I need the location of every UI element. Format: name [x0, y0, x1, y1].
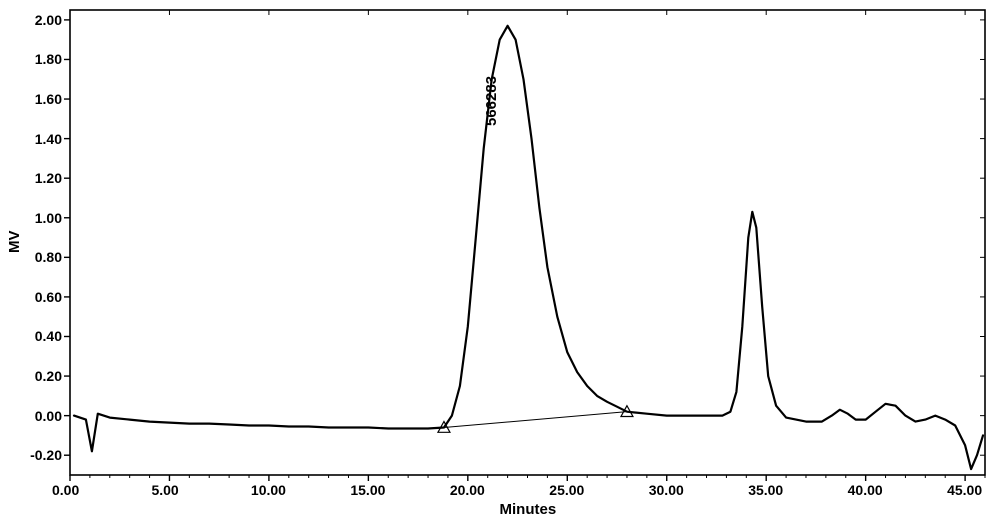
- peak-area-label: 566283: [483, 76, 500, 126]
- x-tick-label: 20.00: [450, 482, 485, 498]
- x-tick-label: 45.00: [947, 482, 982, 498]
- y-tick-label: 1.40: [35, 131, 62, 147]
- y-tick-label: 1.80: [35, 51, 62, 67]
- y-tick-label: 0.00: [35, 408, 62, 424]
- x-tick-label: 5.00: [151, 482, 178, 498]
- y-tick-label: 0.40: [35, 328, 62, 344]
- y-tick-label: 0.20: [35, 368, 62, 384]
- y-axis-label: MV: [6, 230, 23, 253]
- y-tick-label: 0.60: [35, 289, 62, 305]
- y-tick-label: 1.60: [35, 91, 62, 107]
- chromatogram-chart: MV Minutes 566283 -0.20 0.00 0.20 0.40 0.60 0…: [0, 0, 1000, 521]
- y-tick-label: 0.80: [35, 249, 62, 265]
- x-tick-label: 35.00: [748, 482, 783, 498]
- y-tick-label: 2.00: [35, 12, 62, 28]
- y-tick-label: 1.00: [35, 210, 62, 226]
- y-tick-label: 1.20: [35, 170, 62, 186]
- x-tick-label: 25.00: [549, 482, 584, 498]
- x-axis-label: Minutes: [500, 501, 557, 518]
- x-tick-label: 15.00: [350, 482, 385, 498]
- x-tick-label: 40.00: [848, 482, 883, 498]
- x-tick-label: 30.00: [649, 482, 684, 498]
- x-tick-label: 0.00: [52, 482, 79, 498]
- y-tick-label: -0.20: [30, 447, 62, 463]
- x-tick-label: 10.00: [251, 482, 286, 498]
- chart-svg: [0, 0, 1000, 521]
